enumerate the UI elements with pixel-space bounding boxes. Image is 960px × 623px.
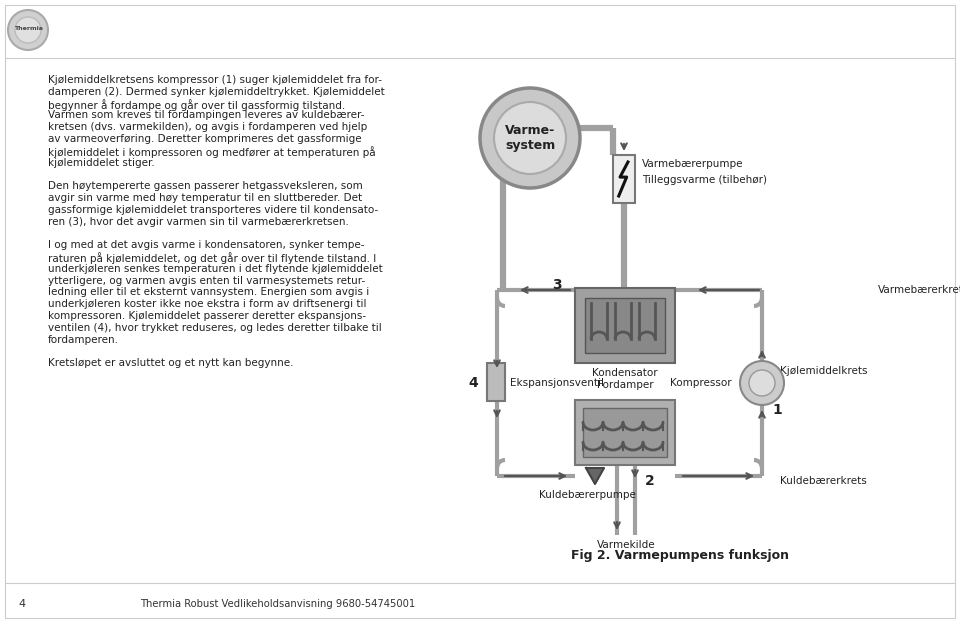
- Text: raturen på kjølemiddelet, og det går over til flytende tilstand. I: raturen på kjølemiddelet, og det går ove…: [48, 252, 376, 264]
- Text: av varmeoverføring. Deretter komprimeres det gassformige: av varmeoverføring. Deretter komprimeres…: [48, 134, 362, 144]
- Text: Kretsløpet er avsluttet og et nytt kan begynne.: Kretsløpet er avsluttet og et nytt kan b…: [48, 358, 294, 368]
- Text: Kondensator
Fordamper: Kondensator Fordamper: [592, 368, 658, 391]
- Text: kjølemiddelet i kompressoren og medfører at temperaturen på: kjølemiddelet i kompressoren og medfører…: [48, 146, 375, 158]
- Text: damperen (2). Dermed synker kjølemiddeltrykket. Kjølemiddelet: damperen (2). Dermed synker kjølemiddelt…: [48, 87, 385, 97]
- Circle shape: [494, 102, 566, 174]
- Text: ventilen (4), hvor trykket reduseres, og ledes deretter tilbake til: ventilen (4), hvor trykket reduseres, og…: [48, 323, 382, 333]
- Text: 3: 3: [552, 278, 562, 292]
- Circle shape: [480, 88, 580, 188]
- Text: ledning eller til et eksternt vannsystem. Energien som avgis i: ledning eller til et eksternt vannsystem…: [48, 287, 370, 297]
- Bar: [487, 363, 505, 401]
- Polygon shape: [586, 468, 604, 484]
- Text: kjølemiddelet stiger.: kjølemiddelet stiger.: [48, 158, 155, 168]
- Text: underkjøleren koster ikke noe ekstra i form av driftsenergi til: underkjøleren koster ikke noe ekstra i f…: [48, 299, 367, 309]
- Text: kretsen (dvs. varmekilden), og avgis i fordamperen ved hjelp: kretsen (dvs. varmekilden), og avgis i f…: [48, 122, 368, 132]
- Bar: [575, 400, 675, 465]
- Text: 1: 1: [772, 403, 781, 417]
- Text: I og med at det avgis varme i kondensatoren, synker tempe-: I og med at det avgis varme i kondensato…: [48, 240, 365, 250]
- Text: 2: 2: [645, 474, 655, 488]
- Text: Varmebærerkrets: Varmebærerkrets: [878, 285, 960, 295]
- Text: Den høytempererte gassen passerer hetgassveksleren, som: Den høytempererte gassen passerer hetgas…: [48, 181, 363, 191]
- Text: Kjølemiddelkrets: Kjølemiddelkrets: [780, 366, 868, 376]
- Circle shape: [740, 361, 784, 405]
- Text: 4: 4: [468, 376, 478, 390]
- Circle shape: [749, 370, 775, 396]
- Text: Tilleggsvarme (tilbehør): Tilleggsvarme (tilbehør): [642, 175, 767, 185]
- Text: fordamperen.: fordamperen.: [48, 335, 119, 345]
- Circle shape: [15, 17, 41, 43]
- Text: underkjøleren senkes temperaturen i det flytende kjølemiddelet: underkjøleren senkes temperaturen i det …: [48, 264, 383, 273]
- Text: ytterligere, og varmen avgis enten til varmesystemets retur-: ytterligere, og varmen avgis enten til v…: [48, 275, 365, 285]
- Text: Thermia Robust Vedlikeholdsanvisning 9680-54745001: Thermia Robust Vedlikeholdsanvisning 968…: [140, 599, 416, 609]
- Text: ren (3), hvor det avgir varmen sin til varmebærerkretsen.: ren (3), hvor det avgir varmen sin til v…: [48, 217, 348, 227]
- Bar: [613, 155, 635, 203]
- Text: Varmekilde: Varmekilde: [597, 540, 656, 550]
- Circle shape: [8, 10, 48, 50]
- Text: Varme-
system: Varme- system: [505, 123, 555, 153]
- Text: 4: 4: [18, 599, 25, 609]
- Bar: [585, 298, 665, 353]
- Text: Kompressor: Kompressor: [670, 378, 732, 388]
- Bar: [583, 408, 667, 457]
- Text: Kuldebærerkrets: Kuldebærerkrets: [780, 476, 867, 486]
- Text: gassformige kjølemiddelet transporteres videre til kondensato-: gassformige kjølemiddelet transporteres …: [48, 205, 378, 215]
- Bar: [575, 288, 675, 363]
- Text: kompressoren. Kjølemiddelet passerer deretter ekspansjons-: kompressoren. Kjølemiddelet passerer der…: [48, 311, 366, 321]
- Text: Kjølemiddelkretsens kompressor (1) suger kjølemiddelet fra for-: Kjølemiddelkretsens kompressor (1) suger…: [48, 75, 382, 85]
- Text: Kuldebærerpumpe: Kuldebærerpumpe: [539, 490, 636, 500]
- Text: Ekspansjonsventil: Ekspansjonsventil: [510, 378, 604, 388]
- Text: begynner å fordampe og går over til gassformig tilstand.: begynner å fordampe og går over til gass…: [48, 98, 346, 110]
- Text: Varmen som kreves til fordampingen leveres av kuldebærer-: Varmen som kreves til fordampingen lever…: [48, 110, 365, 120]
- Text: Thermia: Thermia: [13, 26, 42, 31]
- Text: avgir sin varme med høy temperatur til en sluttbereder. Det: avgir sin varme med høy temperatur til e…: [48, 193, 362, 203]
- Text: Varmebærerpumpe: Varmebærerpumpe: [642, 159, 743, 169]
- Text: Fig 2. Varmepumpens funksjon: Fig 2. Varmepumpens funksjon: [571, 548, 789, 561]
